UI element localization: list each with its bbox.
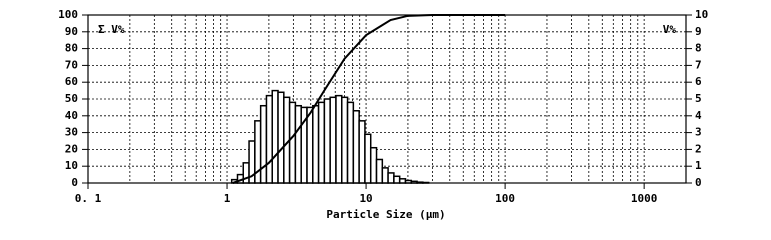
chart: Σ V% V% Particle Size (μm) 0102030405060… [58,8,708,221]
y-tick-label: 70 [65,58,78,71]
y-tick-label: 20 [65,142,78,155]
histogram-bar [341,96,349,184]
cumulative-line [232,14,506,184]
y2-tick-label: 5 [695,92,702,105]
histogram-bar [375,158,384,184]
x-tick-label: 1 [224,192,231,205]
y-tick-label: 50 [65,92,78,105]
histogram-bar [398,178,407,184]
histogram-bar [329,96,337,184]
histogram-bar [294,104,302,184]
histogram-bar [335,94,343,184]
histogram-bar [265,94,273,184]
histogram-bar [346,101,355,184]
x-tick-label: 100 [495,192,515,205]
histogram-bar [271,89,279,184]
y-axis-label: Σ V% [98,23,125,36]
y-tick-label: 60 [65,75,78,88]
histogram-bar [422,181,430,184]
x-tick-label: 1000 [631,192,658,205]
histogram-bar [393,175,401,184]
histogram-bar [381,167,389,184]
y-tick-label: 100 [58,8,78,21]
y-tick-label: 10 [65,159,78,172]
x-tick-label: 10 [359,192,372,205]
histogram-bar [352,110,360,184]
histogram-bar [387,172,395,184]
histogram-bar [259,104,268,184]
y2-tick-label: 7 [695,58,702,71]
histogram-bar [312,104,320,184]
y2-tick-label: 0 [695,176,702,189]
y-tick-label: 90 [65,25,78,38]
y2-tick-label: 3 [695,126,702,139]
histogram-bar [358,120,366,184]
histogram-bar [369,146,378,184]
histogram-bar [404,179,413,184]
y-tick-label: 30 [65,126,78,139]
y-tick-label: 80 [65,42,78,55]
y2-tick-label: 6 [695,75,702,88]
histogram-bar [410,180,418,184]
x-tick-label: 0. 1 [75,192,102,205]
y2-tick-label: 9 [695,25,702,38]
y2-tick-label: 2 [695,142,702,155]
histogram-bar [416,181,424,184]
histogram-bar [323,98,331,184]
histogram-bar [364,133,372,184]
x-axis-label: Particle Size (μm) [326,208,445,221]
y2-tick-label: 8 [695,42,702,55]
y-tick-label: 0 [71,176,78,189]
y2-tick-label: 1 [695,159,702,172]
histogram-bar [306,106,314,184]
histogram-bar [288,101,297,184]
histogram-bar [317,101,326,184]
y2-tick-label: 4 [695,109,702,122]
y2-tick-label: 10 [695,8,708,21]
histogram-bar [277,91,285,184]
y-tick-label: 40 [65,109,78,122]
y2-axis-label: V% [663,23,677,36]
